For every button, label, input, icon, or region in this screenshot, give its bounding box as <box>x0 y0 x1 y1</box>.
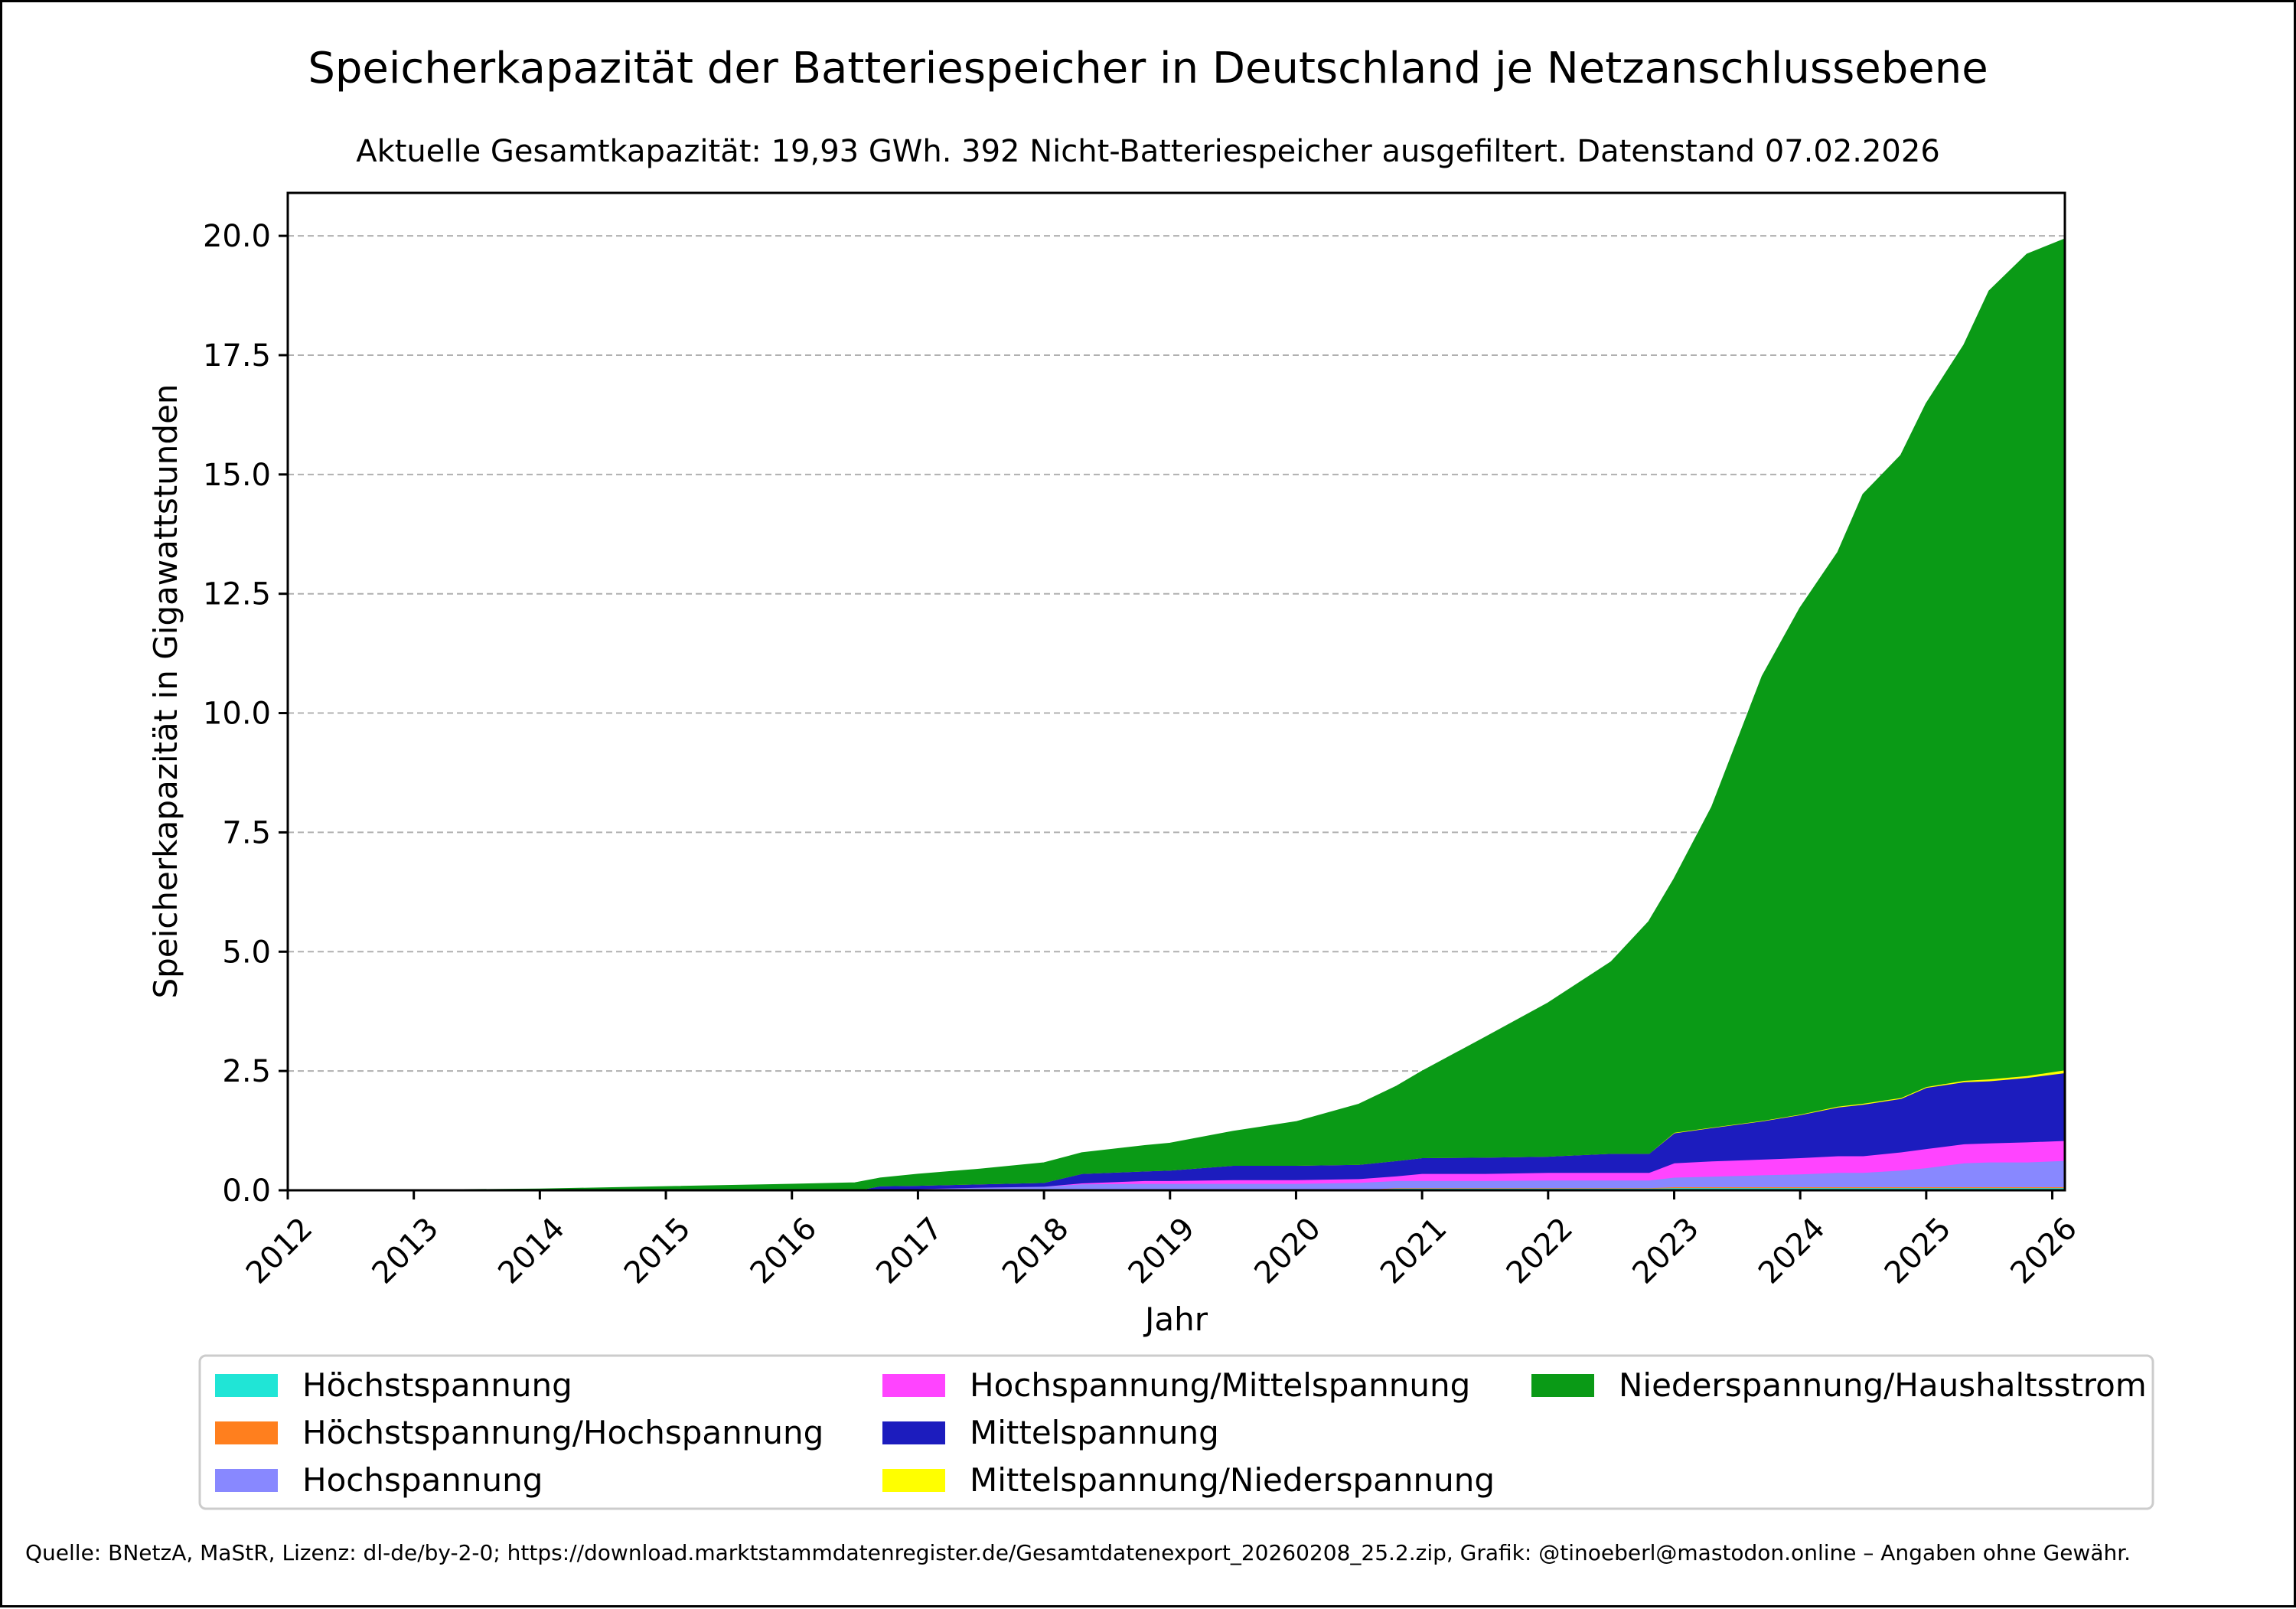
x-tick-label-4: 2016 <box>744 1211 824 1291</box>
legend-swatch-6 <box>1531 1374 1594 1397</box>
legend-swatch-3 <box>882 1374 945 1397</box>
y-tick-label-0: 0.0 <box>222 1173 271 1209</box>
stacked-areas <box>288 238 2066 1191</box>
legend-label-3: Hochspannung/Mittelspannung <box>970 1366 1470 1404</box>
legend-label-1: Höchstspannung/Hochspannung <box>302 1414 823 1451</box>
x-tick-label-2: 2014 <box>491 1211 572 1291</box>
x-tick-label-11: 2023 <box>1626 1211 1706 1291</box>
legend-entries: Höchstspannung Höchstspannung/Hochspannun… <box>215 1366 2147 1499</box>
y-tick-label-7: 17.5 <box>203 338 271 374</box>
x-tick-label-14: 2026 <box>2004 1211 2084 1291</box>
y-tick-label-1: 2.5 <box>222 1054 271 1089</box>
x-tick-label-1: 2013 <box>366 1211 446 1291</box>
legend-label-2: Hochspannung <box>302 1461 543 1499</box>
chart-title: Speicherkapazität der Batteriespeicher i… <box>308 44 1988 93</box>
chart-subtitle: Aktuelle Gesamtkapazität: 19,93 GWh. 392… <box>356 134 1940 169</box>
legend-label-0: Höchstspannung <box>302 1366 572 1404</box>
legend-swatch-2 <box>215 1469 278 1492</box>
legend-label-5: Mittelspannung/Niederspannung <box>970 1461 1495 1499</box>
legend-swatch-0 <box>215 1374 278 1397</box>
y-tick-label-3: 7.5 <box>222 815 271 850</box>
grid-lines <box>288 235 2065 1072</box>
x-tick-label-3: 2015 <box>618 1211 698 1291</box>
y-tick-label-2: 5.0 <box>222 935 271 970</box>
x-tick-label-7: 2019 <box>1122 1211 1202 1291</box>
y-tick-label-6: 15.0 <box>203 458 271 493</box>
y-tick-label-4: 10.0 <box>203 697 271 732</box>
plot-border <box>286 191 2066 1192</box>
x-tick-label-13: 2025 <box>1878 1211 1958 1291</box>
x-tick-label-9: 2021 <box>1374 1211 1454 1291</box>
legend: Höchstspannung Höchstspannung/Hochspannun… <box>198 1354 2154 1510</box>
x-axis-ticks: 2012 2013 2014 2015 2016 2017 2018 2019 2020 2021… <box>240 1190 2084 1291</box>
legend-swatch-1 <box>215 1421 278 1444</box>
y-axis-label: Speicherkapazität in Gigawattstunden <box>147 383 184 998</box>
legend-label-6: Niederspannung/Haushaltsstrom <box>1619 1366 2147 1404</box>
x-tick-label-5: 2017 <box>869 1211 950 1291</box>
y-axis-ticks: 0.0 2.5 5.0 7.5 10.0 12.5 15.0 17.5 20.0 <box>203 219 288 1209</box>
x-tick-label-10: 2022 <box>1500 1211 1580 1291</box>
source-note: Quelle: BNetzA, MaStR, Lizenz: dl-de/by-… <box>25 1540 2131 1565</box>
x-tick-label-12: 2024 <box>1752 1211 1832 1291</box>
legend-box <box>198 1354 2154 1510</box>
x-axis-label: Jahr <box>1143 1301 1208 1338</box>
y-tick-label-8: 20.0 <box>203 219 271 254</box>
legend-label-4: Mittelspannung <box>970 1414 1219 1451</box>
x-tick-label-0: 2012 <box>240 1211 320 1291</box>
x-tick-label-6: 2018 <box>996 1211 1076 1291</box>
y-tick-label-5: 12.5 <box>203 577 271 612</box>
x-tick-label-8: 2020 <box>1247 1211 1328 1291</box>
legend-swatch-4 <box>882 1421 945 1444</box>
area-series-6 <box>288 238 2066 1191</box>
legend-swatch-5 <box>882 1469 945 1492</box>
